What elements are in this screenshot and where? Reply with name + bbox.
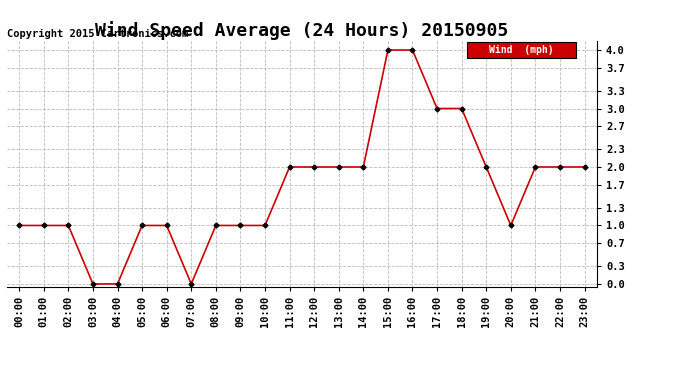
FancyBboxPatch shape [467, 42, 576, 58]
Text: Copyright 2015 Cartronics.com: Copyright 2015 Cartronics.com [7, 29, 188, 39]
Text: Wind  (mph): Wind (mph) [489, 45, 554, 56]
Title: Wind Speed Average (24 Hours) 20150905: Wind Speed Average (24 Hours) 20150905 [95, 21, 509, 40]
